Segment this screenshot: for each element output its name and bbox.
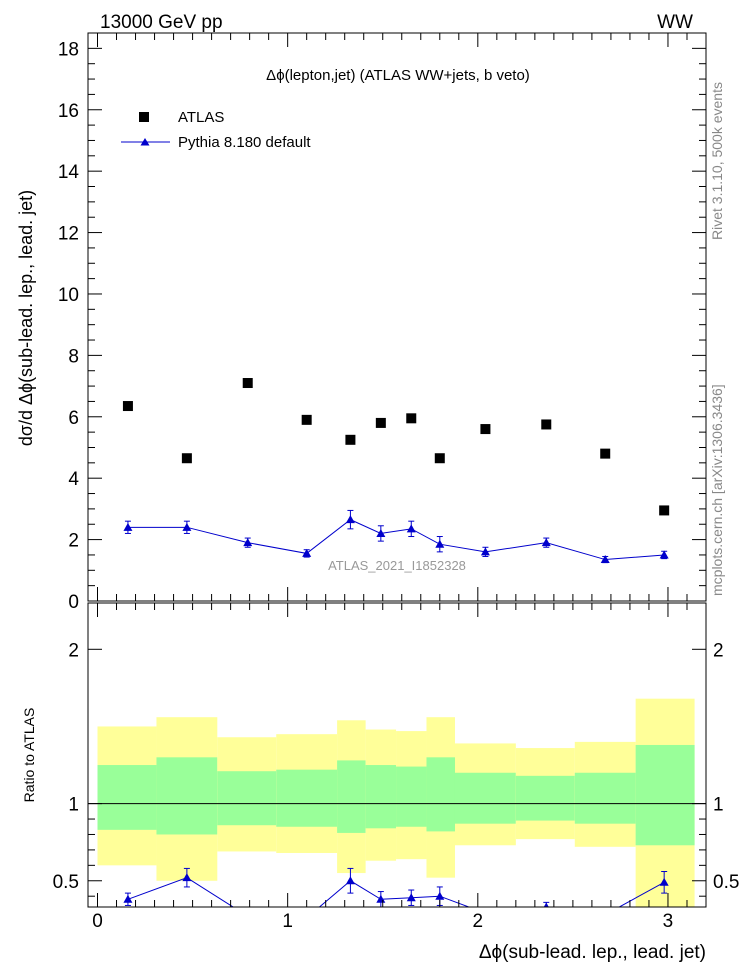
legend-atlas-marker (139, 112, 149, 122)
pythia-point (600, 555, 610, 564)
ratio-point (659, 877, 669, 886)
source-label: mcplots.cern.ch [arXiv:1306.3436] (709, 384, 725, 596)
header-right: WW (657, 12, 693, 33)
pythia-point (345, 515, 355, 524)
ratio-y-tick-label-right: 1 (713, 795, 724, 816)
main-y-tick-label: 14 (58, 162, 80, 183)
legend: ATLAS Pythia 8.180 default (121, 109, 311, 151)
pythia-point (182, 522, 192, 531)
x-tick-label: 1 (282, 911, 293, 932)
ratio-stat-band (454, 772, 516, 824)
ratio-y-tick-label-left: 2 (68, 640, 79, 661)
ratio-point (406, 893, 416, 902)
pythia-point (659, 550, 669, 559)
ratio-point (123, 894, 133, 903)
ratio-stat-band (337, 760, 366, 833)
ratio-y-axis-label: Ratio to ATLAS (21, 708, 37, 803)
main-y-tick-label: 4 (68, 469, 79, 490)
atlas-point (345, 434, 356, 445)
main-y-tick-label: 16 (58, 101, 79, 122)
pythia-point (435, 539, 445, 548)
ratio-stat-band (574, 772, 636, 824)
atlas-point (242, 378, 253, 389)
header-left: 13000 GeV pp (100, 12, 223, 33)
legend-atlas-label: ATLAS (178, 109, 224, 126)
ratio-data (123, 867, 669, 921)
x-tick-label: 2 (473, 911, 484, 932)
ratio-stat-band (396, 766, 427, 827)
ratio-point (345, 876, 355, 885)
pythia-point (123, 522, 133, 531)
main-data (122, 378, 670, 564)
analysis-label: ATLAS_2021_I1852328 (328, 558, 466, 573)
main-y-tick-label: 0 (68, 592, 79, 613)
pythia-point (406, 524, 416, 533)
atlas-point (375, 417, 386, 428)
ratio-point (543, 902, 549, 907)
atlas-point (406, 413, 417, 424)
pythia-point (480, 547, 490, 556)
ratio-stat-band (635, 744, 695, 846)
ratio-y-tick-label-right: 2 (713, 640, 724, 661)
main-y-tick-label: 12 (58, 224, 79, 245)
main-ticks: 0 2 4 6 8 10 12 14 16 18 (58, 32, 706, 613)
x-tick-label: 0 (92, 911, 103, 932)
ratio-bands (88, 698, 706, 907)
chart-title: Δϕ(lepton,jet) (ATLAS WW+jets, b veto) (266, 67, 530, 84)
atlas-point (301, 414, 312, 425)
atlas-point (541, 419, 552, 430)
legend-pythia-marker (140, 138, 150, 146)
ratio-point (601, 910, 610, 918)
main-y-axis-label: dσ/d Δϕ(sub-lead. lep., lead. jet) (16, 190, 36, 446)
pythia-point (243, 538, 253, 547)
atlas-point (600, 448, 611, 459)
atlas-point (659, 505, 670, 516)
pythia-point (376, 528, 386, 537)
ratio-panel: 0.5 0.5 1 1 2 2 0 1 2 3 Ratio to ATLAS Δϕ(sub-lea… (21, 602, 739, 963)
ratio-y-tick-label-right: 0.5 (713, 872, 739, 893)
main-y-tick-label: 8 (68, 346, 79, 367)
ratio-point (435, 891, 445, 900)
ratio-frame (87, 602, 707, 908)
main-y-tick-label: 6 (68, 408, 79, 429)
x-axis-label: Δϕ(sub-lead. lep., lead. jet) (479, 942, 706, 963)
ratio-stat-band (515, 775, 575, 821)
ratio-y-tick-label-left: 1 (68, 795, 79, 816)
ratio-point (302, 913, 311, 921)
ratio-point (182, 873, 192, 882)
x-tick-label: 3 (663, 911, 674, 932)
atlas-point (434, 453, 445, 464)
ratio-stat-band (217, 771, 277, 826)
ratio-series-group (123, 867, 669, 921)
main-y-tick-label: 10 (58, 285, 79, 306)
main-y-tick-label: 18 (58, 39, 79, 60)
atlas-point (181, 453, 192, 464)
atlas-point (480, 424, 491, 435)
ratio-stat-band (97, 765, 157, 830)
pythia-point (302, 548, 312, 557)
ratio-stat-band (365, 765, 397, 829)
main-frame (87, 32, 707, 602)
atlas-point (122, 401, 133, 412)
pythia-point (541, 538, 551, 547)
ratio-stat-band (276, 769, 338, 827)
pythia-line (127, 519, 665, 561)
legend-pythia-label: Pythia 8.180 default (178, 134, 311, 151)
main-y-tick-label: 2 (68, 531, 79, 552)
ratio-pythia-line (127, 877, 665, 907)
ratio-stat-band (156, 757, 218, 835)
ratio-stat-band (426, 757, 455, 832)
main-panel: 0 2 4 6 8 10 12 14 16 18 Δϕ(lepton,jet) (ATLAS WW… (16, 32, 707, 613)
ratio-ticks: 0.5 0.5 1 1 2 2 0 1 2 3 (53, 603, 739, 932)
ratio-y-tick-label-left: 0.5 (53, 872, 79, 893)
rivet-label: Rivet 3.1.10, 500k events (709, 82, 725, 240)
ratio-point (243, 912, 252, 920)
